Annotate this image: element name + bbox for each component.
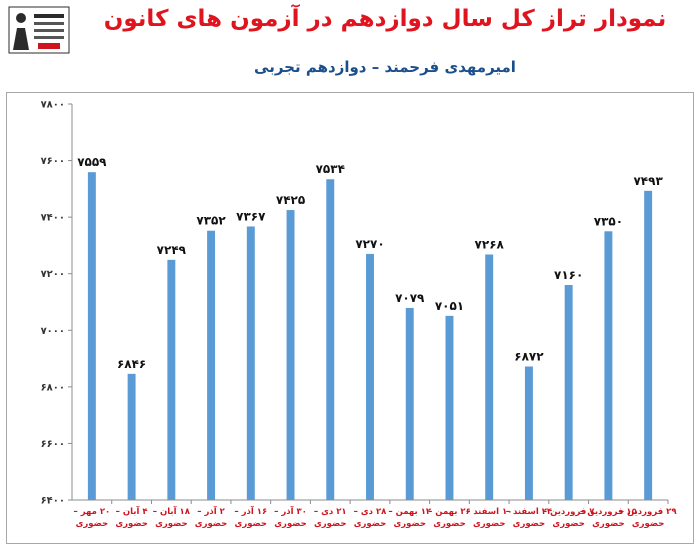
x-tick-label: ۱۰ اسفند – (466, 507, 512, 517)
data-label: ۷۳۵۰ (594, 214, 623, 228)
x-tick-label: حضوری (155, 519, 188, 529)
data-label: ۷۵۵۹ (77, 155, 107, 169)
y-tick-label: ۶۶۰۰ (41, 439, 65, 450)
x-tick-label: ۲۸ دی – (354, 507, 388, 517)
bar (405, 307, 414, 500)
x-tick-label: حضوری (195, 519, 228, 529)
bar (286, 210, 295, 501)
bar (326, 179, 335, 501)
x-tick-label: ۲۶ بهمن – (428, 507, 471, 517)
data-label: ۶۸۴۶ (117, 357, 146, 371)
x-tick-label: حضوری (393, 519, 426, 529)
x-tick-label: حضوری (592, 519, 625, 529)
data-label: ۷۳۶۷ (236, 209, 266, 223)
y-tick-label: ۶۸۰۰ (41, 382, 65, 393)
bar (524, 366, 533, 500)
y-tick-label: ۷۸۰۰ (41, 100, 65, 111)
x-tick-label: حضوری (473, 519, 506, 529)
data-label: ۷۴۲۵ (276, 193, 305, 207)
bar (207, 230, 216, 500)
x-tick-label: حضوری (632, 519, 665, 529)
data-label: ۷۲۶۸ (475, 237, 505, 251)
bar (445, 315, 454, 500)
x-tick-label: حضوری (115, 519, 148, 529)
x-tick-label: حضوری (314, 519, 347, 529)
x-tick-label: ۱۵ فروردین – (580, 507, 637, 517)
x-tick-label: ۳۰ آذر – (274, 505, 307, 517)
x-tick-label: حضوری (274, 519, 307, 529)
x-tick-label: حضوری (235, 519, 268, 529)
x-tick-label: ۱۶ آذر – (234, 505, 267, 517)
x-tick-label: ۲۱ دی – (314, 507, 347, 517)
x-tick-label: حضوری (76, 519, 109, 529)
bar (167, 259, 176, 500)
y-tick-label: ۷۲۰۰ (41, 269, 65, 280)
x-tick-label: ۴ آبان – (116, 505, 148, 517)
x-tick-label: ۱۲ بهمن – (388, 507, 432, 517)
x-tick-label: ۲۰ مهر – (73, 507, 110, 517)
x-tick-label: ۲۴ اسفند – (506, 507, 552, 517)
x-tick-label: ۷ فروردین – (543, 507, 595, 517)
bar (366, 253, 374, 500)
x-tick-label: ۲۹ فروردین – (620, 507, 678, 517)
data-label: ۶۸۷۲ (514, 349, 544, 363)
data-label: ۷۰۵۱ (435, 299, 464, 313)
data-label: ۷۳۵۲ (196, 214, 226, 228)
chart-title: نمودار تراز کل سال دوازدهم در آزمون های … (103, 6, 667, 32)
bar (87, 172, 96, 500)
data-label: ۷۵۳۴ (316, 162, 345, 176)
chart-subtitle: امیرمهدی فرحمند – دوازدهم تجربی (254, 58, 516, 76)
x-tick-label: ۲ آذر – (197, 505, 225, 517)
bar (127, 373, 136, 500)
x-tick-label: حضوری (552, 519, 585, 529)
data-label: ۷۴۹۳ (633, 174, 663, 188)
data-label: ۷۰۷۹ (395, 291, 425, 305)
data-label: ۷۱۶۰ (554, 268, 583, 282)
school-logo-icon (8, 6, 70, 54)
y-tick-label: ۷۴۰۰ (41, 213, 65, 224)
bar (246, 226, 255, 500)
bar (564, 285, 573, 500)
data-label: ۷۲۷۰ (355, 237, 384, 251)
y-tick-label: ۷۰۰۰ (41, 326, 65, 337)
bar (485, 254, 494, 500)
bar (604, 231, 613, 501)
y-tick-label: ۷۶۰۰ (41, 156, 65, 167)
data-label: ۷۲۴۹ (157, 243, 187, 257)
chart-frame (6, 92, 694, 544)
x-tick-label: حضوری (433, 519, 466, 529)
x-tick-label: حضوری (354, 519, 387, 529)
bar (644, 190, 653, 500)
x-tick-label: ۱۸ آبان – (153, 505, 191, 517)
x-tick-label: حضوری (513, 519, 546, 529)
y-tick-label: ۶۴۰۰ (41, 496, 65, 507)
